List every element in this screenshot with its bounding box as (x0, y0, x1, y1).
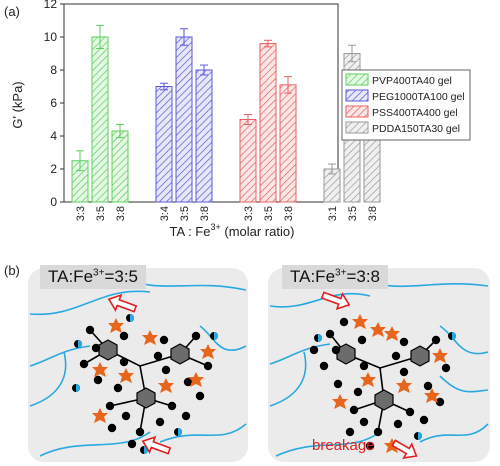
bar (239, 119, 257, 203)
y-axis-label: G' (kPa) (10, 81, 25, 128)
bar (91, 36, 109, 203)
x-tick-label: 3:5 (263, 206, 275, 221)
x-tick-label: 3:5 (347, 206, 359, 221)
y-tick-label: 8 (50, 63, 57, 77)
x-tick-label: 3:3 (75, 206, 87, 221)
x-tick-label: 3:8 (115, 206, 127, 221)
legend-swatch (345, 73, 369, 86)
left-schematic-title: TA:Fe3+=3:5 (40, 265, 146, 289)
legend-swatch (345, 105, 369, 118)
x-tick-label: 3:8 (367, 206, 379, 221)
right-schematic-panel: breakage (268, 268, 490, 462)
legend-swatch (345, 121, 369, 134)
y-tick-label: 10 (44, 30, 58, 44)
bond-arrow-breakage (391, 439, 418, 459)
panel-b-label: (b) (4, 263, 20, 278)
bar (279, 84, 297, 203)
y-tick-label: 2 (50, 162, 57, 176)
legend-swatch (345, 89, 369, 102)
x-tick-label: 3:5 (95, 206, 107, 221)
y-tick-label: 4 (50, 129, 57, 143)
y-tick-label: 6 (50, 96, 57, 110)
bar (111, 130, 129, 203)
bond-arrow-bottom-left (141, 435, 172, 455)
ta-network-left (72, 314, 218, 454)
bar-chart: 0 2 4 6 8 10 12 3:3 3:5 3:8 3:4 3:5 3:8 3:3 3:5 3:8 3:1 3… (10, 0, 471, 239)
bar (155, 86, 173, 203)
legend-label: PDDA150TA30 gel (372, 123, 460, 135)
x-tick-label: 3:5 (179, 206, 191, 221)
x-tick-label: 3:8 (283, 206, 295, 221)
legend-label: PEG1000TA100 gel (372, 91, 465, 103)
x-tick-label: 3:4 (159, 206, 171, 221)
x-tick-label: 3:3 (243, 206, 255, 221)
left-schematic-panel (28, 268, 248, 462)
ta-network-right (309, 314, 456, 453)
y-tick-label: 12 (44, 0, 58, 11)
right-schematic-title: TA:Fe3+=3:8 (282, 265, 388, 289)
network-schematic: breakage (28, 268, 490, 462)
breakage-label: breakage (312, 437, 375, 454)
legend-label: PVP400TA40 gel (372, 75, 452, 87)
panel-a-label: (a) (4, 4, 20, 19)
bar (259, 43, 277, 203)
bar (175, 36, 193, 203)
y-tick-label: 0 (50, 195, 57, 209)
bond-arrow-top-right (320, 291, 351, 311)
x-tick-label: 3:1 (327, 206, 339, 221)
bar (195, 69, 213, 203)
bond-arrow-top-left (107, 293, 138, 313)
x-tick-label: 3:8 (199, 206, 211, 221)
legend-label: PSS400TA400 gel (372, 107, 458, 119)
x-axis-label: TA : Fe3+ (molar ratio) (170, 222, 295, 239)
